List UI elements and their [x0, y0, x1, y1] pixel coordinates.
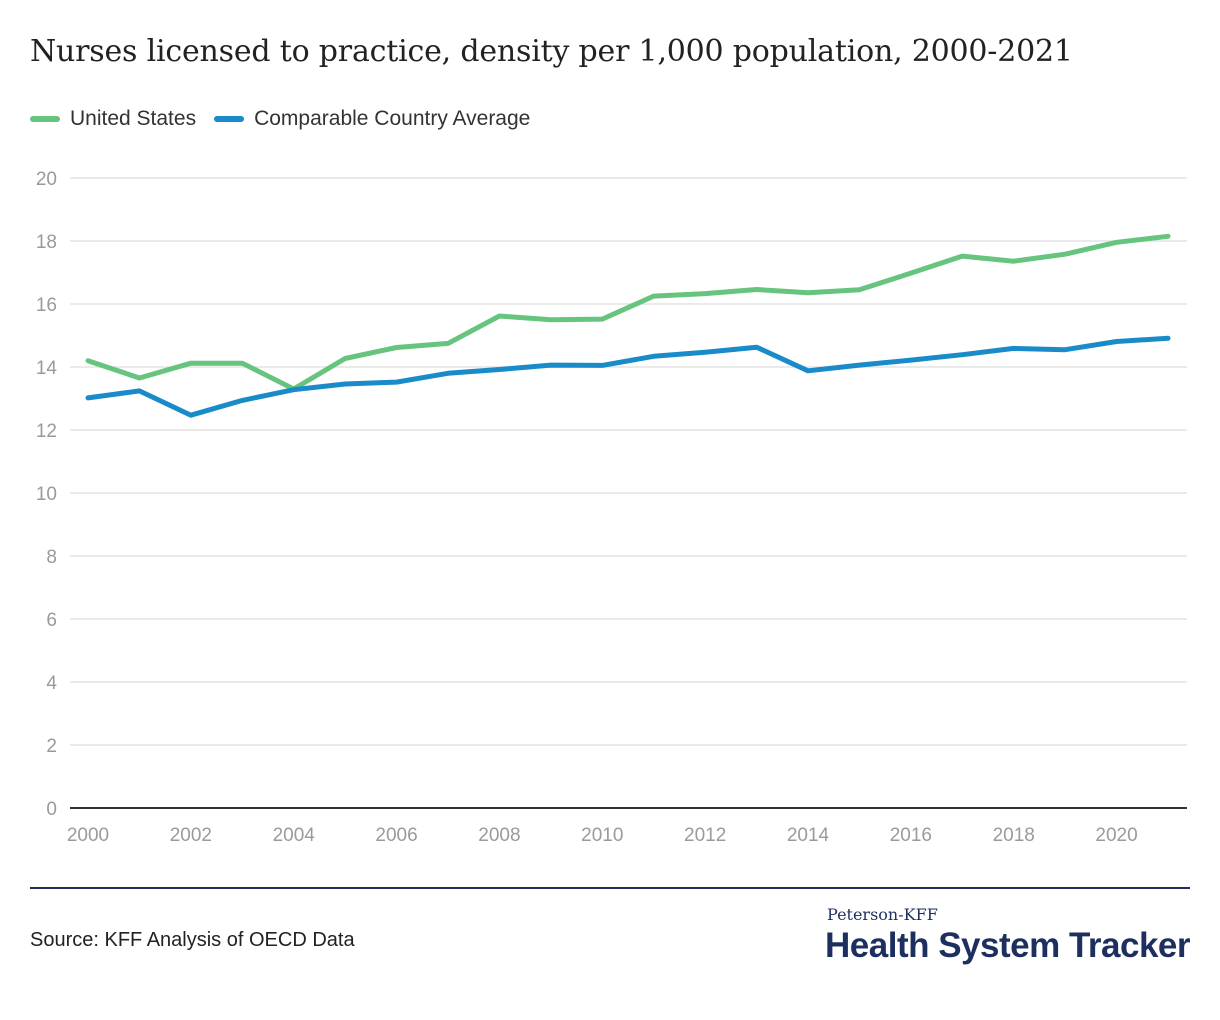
chart-legend: United States Comparable Country Average — [30, 105, 530, 133]
x-tick-label: 2014 — [787, 825, 830, 846]
legend-label-united-states: United States — [70, 107, 197, 130]
x-tick-label: 2018 — [993, 825, 1035, 846]
brand-main-text: Health System Tracker — [825, 926, 1190, 965]
x-tick-label: 2006 — [375, 825, 417, 846]
x-tick-label: 2004 — [273, 825, 316, 846]
series-line-united-states — [85, 233, 1171, 392]
x-tick-label: 2012 — [684, 825, 726, 846]
x-tick-label: 2020 — [1095, 825, 1137, 846]
y-tick-label: 20 — [36, 169, 57, 190]
series-line-comparable-country-average — [85, 335, 1171, 418]
y-tick-label: 10 — [36, 484, 57, 505]
brand-top-text: Peterson-KFF — [827, 905, 938, 924]
legend-swatch-comparable-country-average — [214, 116, 245, 122]
chart-title: Nurses licensed to practice, density per… — [30, 34, 1073, 69]
footer-divider — [30, 887, 1190, 889]
source-note: Source: KFF Analysis of OECD Data — [30, 929, 355, 951]
y-tick-label: 16 — [36, 295, 57, 316]
x-tick-label: 2000 — [67, 825, 109, 846]
y-tick-label: 8 — [46, 547, 57, 568]
x-tick-label: 2016 — [890, 825, 932, 846]
y-tick-label: 0 — [46, 799, 57, 820]
legend-item-comparable-country-average: Comparable Country Average — [214, 107, 530, 131]
y-tick-label: 6 — [46, 610, 57, 631]
x-tick-label: 2010 — [581, 825, 623, 846]
y-tick-label: 18 — [36, 232, 57, 253]
legend-swatch-united-states — [30, 116, 60, 122]
x-tick-label: 2002 — [170, 825, 212, 846]
y-tick-label: 12 — [36, 421, 57, 442]
y-tick-label: 2 — [46, 736, 57, 757]
brand-logo: Peterson-KFF Health System Tracker — [825, 905, 1190, 966]
line-chart: 0 2 4 6 8 10 12 14 16 18 20 2000 2002 2004 2006 2008 201… — [36, 169, 1187, 846]
legend-item-united-states: United States — [30, 107, 196, 131]
y-tick-label: 14 — [36, 358, 58, 379]
x-tick-label: 2008 — [478, 825, 520, 846]
legend-label-comparable-country-average: Comparable Country Average — [254, 107, 531, 130]
y-tick-label: 4 — [46, 673, 57, 694]
